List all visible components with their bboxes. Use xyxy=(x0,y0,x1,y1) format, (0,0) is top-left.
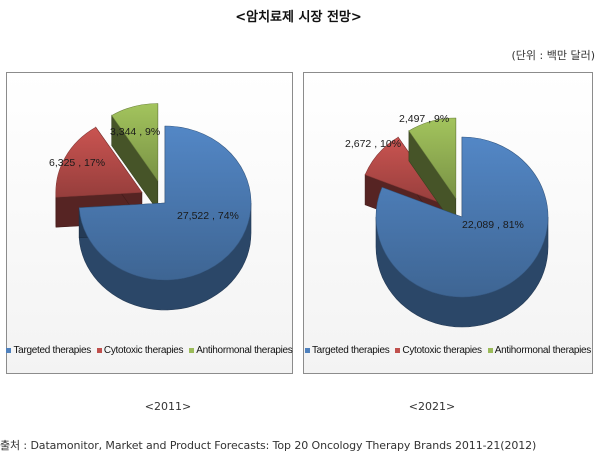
legend-swatch xyxy=(96,348,102,353)
slice-data-label: 22,089 , 81% xyxy=(462,219,524,231)
legend-swatch xyxy=(395,348,401,353)
slice-data-label: 2,497 , 9% xyxy=(399,113,449,125)
legend-swatch xyxy=(304,348,310,353)
legend-label: Antihormonal therapies xyxy=(494,345,592,356)
pie-slice-antihormonal-therapies xyxy=(111,103,159,212)
unit-label: (단위 : 백만 달러) xyxy=(511,49,596,62)
legend-swatch xyxy=(189,348,195,353)
legend-item-targeted: Targeted therapies xyxy=(6,345,91,356)
pie-slice-targeted-therapies xyxy=(78,125,252,311)
legend-label: Antihormonal therapies xyxy=(196,345,293,356)
legend-label: Cytotoxic therapies xyxy=(103,345,184,356)
legend-2011: Targeted therapies Cytotoxic therapies A… xyxy=(6,345,293,356)
pie-slice-targeted-therapies xyxy=(375,136,549,328)
legend-swatch xyxy=(6,348,12,353)
pie-chart-2011: 27,522 , 74% 6,325 , 17% 3,344 , 9% xyxy=(49,103,252,311)
slice-data-label: 2,672 , 10% xyxy=(345,138,401,150)
legend-swatch xyxy=(487,348,493,353)
legend-label: Targeted therapies xyxy=(13,345,91,356)
legend-item-targeted: Targeted therapies xyxy=(304,345,390,356)
legend-item-antihormonal: Antihormonal therapies xyxy=(189,345,293,356)
legend-2021: Targeted therapies Cytotoxic therapies A… xyxy=(304,345,592,356)
source-note: 출처 : Datamonitor, Market and Product For… xyxy=(0,439,537,452)
pie-chart-2021: 22,089 , 81% 2,672 , 10% 2,497 , 9% xyxy=(345,113,549,328)
legend-item-antihormonal: Antihormonal therapies xyxy=(487,345,592,356)
slice-data-label: 27,522 , 74% xyxy=(177,210,239,222)
slice-data-label: 6,325 , 17% xyxy=(49,157,105,169)
chart-title: <암치료제 시장 전망> xyxy=(235,10,362,25)
legend-item-cytotoxic: Cytotoxic therapies xyxy=(96,345,184,356)
slice-data-label: 3,344 , 9% xyxy=(110,126,160,138)
caption-2011: <2011> xyxy=(144,400,192,413)
pie-panel-2011: 27,522 , 74% 6,325 , 17% 3,344 , 9% Target… xyxy=(6,72,293,374)
caption-2021: <2021> xyxy=(408,400,456,413)
legend-item-cytotoxic: Cytotoxic therapies xyxy=(395,345,482,356)
legend-label: Targeted therapies xyxy=(311,345,390,356)
pie-panel-2021: 22,089 , 81% 2,672 , 10% 2,497 , 9% Target… xyxy=(303,72,593,374)
legend-label: Cytotoxic therapies xyxy=(402,345,482,356)
